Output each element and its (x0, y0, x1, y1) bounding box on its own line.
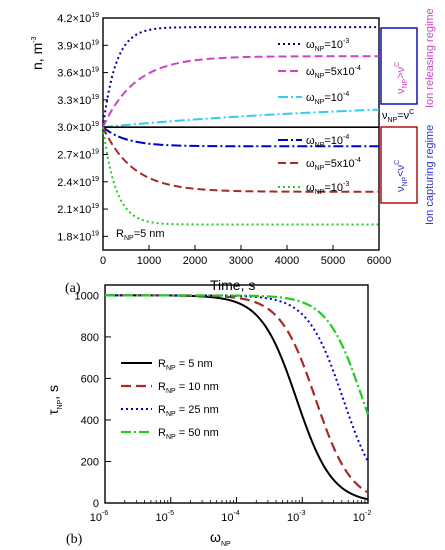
a-xtick-label: 4000 (275, 255, 299, 267)
a-series-line (102, 126, 379, 148)
panel-a-legend: ωNP=10-3 ωNP=5x10-4 ωNP=10-4 ωNP=10-4 ωNP=5x… (278, 38, 361, 196)
panel-b-ticks: 10-6 10-5 10-4 10-3 10-2 0 200 400 600 800 1000 (75, 290, 372, 524)
b-xtick-label: 10-3 (287, 510, 306, 524)
a-xtick-label: 0 (100, 255, 106, 267)
a-ytick-label: 3.0×1019 (57, 121, 99, 134)
panel-a-ticks: 0 1000 2000 3000 4000 5000 6000 1.8×1019 2.1×101… (57, 12, 391, 267)
a-legend-label: ωNP=10-4 (306, 134, 349, 149)
capturing-regime-label: Ion capturing regime (424, 125, 436, 225)
panel-b-series (105, 294, 370, 501)
a-ytick-label: 2.4×1019 (57, 176, 99, 189)
b-legend-label: RNP = 50 nm (158, 427, 219, 441)
a-ytick-label: 4.2×1019 (57, 12, 99, 25)
b-xtick-label: 10-5 (156, 510, 175, 524)
panel-b-xlabel: ωNP (210, 529, 231, 548)
rnp-annotation: RNP=5 nm (116, 228, 165, 242)
a-ytick-label: 3.9×1019 (57, 39, 99, 52)
b-ytick-label: 200 (81, 456, 99, 468)
capturing-regime-box (380, 126, 418, 204)
a-legend-label: ωNP=10-4 (306, 91, 349, 106)
b-ytick-label: 400 (81, 415, 99, 427)
b-legend-label: RNP = 5 nm (158, 358, 213, 372)
b-xtick-label: 10-6 (90, 510, 109, 524)
plot-a-frame (102, 17, 380, 251)
releasing-regime-label: Ion releasing regime (424, 8, 436, 108)
b-legend-label: RNP = 25 nm (158, 404, 219, 418)
b-ytick-label: 0 (93, 498, 99, 510)
a-xtick-label: 1000 (137, 255, 161, 267)
releasing-regime-box (380, 27, 418, 105)
panel-b: 10-6 10-5 10-4 10-3 10-2 0 200 400 600 800 1000 τN… (45, 284, 372, 548)
b-series-line (105, 294, 369, 501)
panel-b-ylabel: τNP, s (45, 385, 64, 415)
plot-b-frame (104, 284, 369, 504)
panel-a-ylabel: n, m-3 (29, 36, 45, 70)
equality-condition: νNP=νC (382, 109, 414, 124)
a-ytick-label: 1.8×1019 (57, 230, 99, 243)
a-xtick-label: 6000 (367, 255, 391, 267)
a-legend-label: ωNP=10-3 (306, 38, 349, 53)
b-series-line (105, 294, 370, 415)
a-series-line (102, 127, 379, 226)
panel-b-label: (b) (66, 532, 83, 547)
a-xtick-label: 3000 (229, 255, 253, 267)
a-xtick-label: 5000 (321, 255, 345, 267)
a-series-line (102, 55, 379, 128)
b-ytick-label: 800 (81, 332, 99, 344)
a-series-line (102, 108, 380, 129)
a-ytick-label: 3.6×1019 (57, 67, 99, 80)
panel-a-series (102, 26, 380, 226)
b-series-line (105, 294, 369, 494)
b-xtick-label: 10-2 (353, 510, 372, 524)
a-series-line (102, 126, 379, 193)
panel-a: 0 1000 2000 3000 4000 5000 6000 1.8×1019 2.1×101… (29, 8, 436, 296)
releasing-condition: νNP>νC (394, 62, 409, 94)
a-xtick-label: 2000 (183, 255, 207, 267)
capturing-condition: νNP<νC (394, 160, 409, 192)
b-ytick-label: 1000 (75, 290, 99, 302)
a-ytick-label: 2.7×1019 (57, 148, 99, 161)
a-series-line (102, 26, 379, 128)
a-legend-label: ωNP=10-3 (306, 181, 349, 196)
a-ytick-label: 3.3×1019 (57, 94, 99, 107)
a-legend-label: ωNP=5x10-4 (306, 65, 361, 80)
a-legend-label: ωNP=5x10-4 (306, 157, 361, 172)
panel-a-label: (a) (65, 281, 81, 296)
b-legend-label: RNP = 10 nm (158, 381, 219, 395)
a-ytick-label: 2.1×1019 (57, 203, 99, 216)
b-xtick-label: 10-4 (221, 510, 240, 524)
b-ytick-label: 600 (81, 373, 99, 385)
panel-b-legend: RNP = 5 nm RNP = 10 nm RNP = 25 nm RNP = 50… (121, 358, 219, 441)
